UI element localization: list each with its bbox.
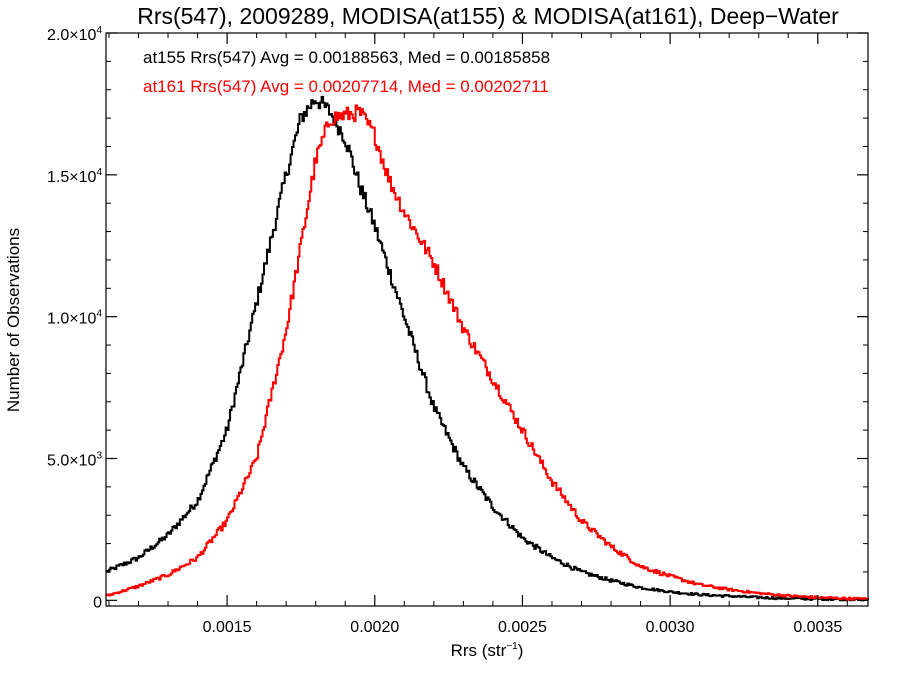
y-tick-exponent: 4 <box>96 25 102 36</box>
x-axis-label-main: Rrs (str <box>451 641 507 660</box>
x-tick-label: 0.0015 <box>203 619 252 636</box>
histogram-series-at155 <box>106 95 869 602</box>
plot-frame <box>105 32 869 607</box>
y-axis-label: Number of Observations <box>4 228 23 412</box>
y-tick-label: 5.0×103 <box>47 450 102 469</box>
y-tick-label: 2.0×104 <box>47 25 102 44</box>
x-axis-label-tail: ) <box>518 641 524 660</box>
y-tick-mantissa: 2.0×10 <box>47 27 96 44</box>
y-tick-exponent: 4 <box>96 167 102 178</box>
x-tick-label: 0.0020 <box>350 619 399 636</box>
y-tick-mantissa: 5.0×10 <box>47 452 96 469</box>
x-tick-label: 0.0030 <box>646 619 695 636</box>
y-tick-exponent: 4 <box>96 309 102 320</box>
annotation-at155: at155 Rrs(547) Avg = 0.00188563, Med = 0… <box>143 48 550 67</box>
y-tick-label: 0 <box>93 594 102 611</box>
x-axis-label-exponent: −1 <box>506 641 518 652</box>
x-axis-ticks: 0.0015 0.0020 0.0025 0.0030 0.0035 <box>108 33 848 636</box>
x-tick-label: 0.0035 <box>793 619 842 636</box>
y-tick-label: 1.0×104 <box>47 309 102 328</box>
chart-title: Rrs(547), 2009289, MODISA(at155) & MODIS… <box>137 3 839 29</box>
y-tick-label: 1.5×104 <box>47 167 102 186</box>
x-axis-label: Rrs (str−1) <box>451 641 524 660</box>
y-tick-mantissa: 1.0×10 <box>47 311 96 328</box>
y-tick-exponent: 3 <box>96 450 102 461</box>
annotation-at161: at161 Rrs(547) Avg = 0.00207714, Med = 0… <box>143 77 549 96</box>
y-tick-mantissa: 1.5×10 <box>47 169 96 186</box>
series-layer <box>106 95 869 602</box>
histogram-series-at161 <box>106 104 869 601</box>
x-tick-label: 0.0025 <box>498 619 547 636</box>
